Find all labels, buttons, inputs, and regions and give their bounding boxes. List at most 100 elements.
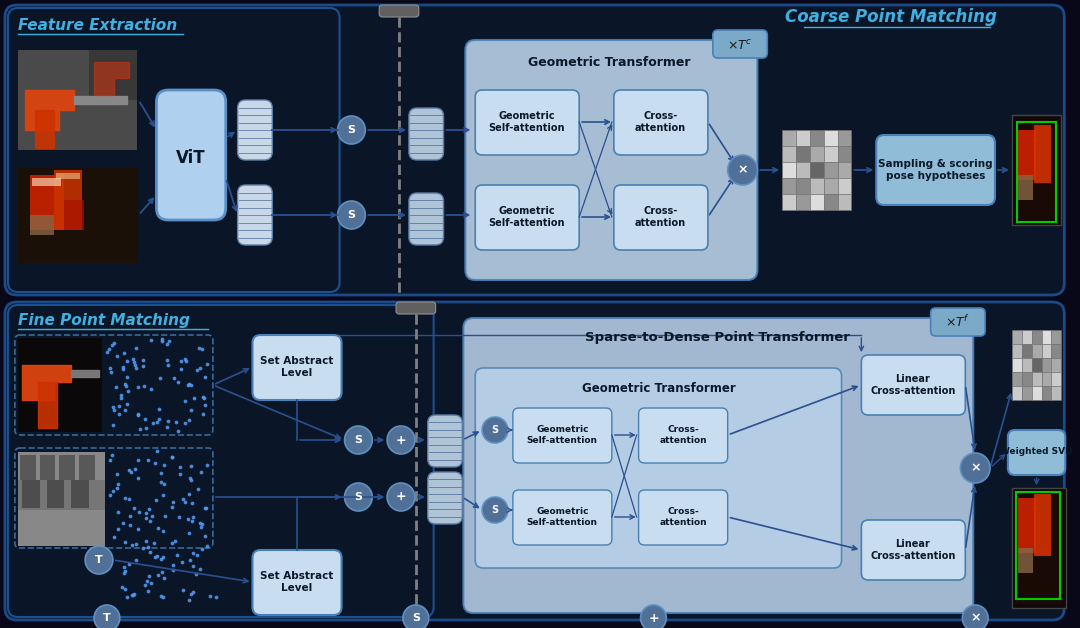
Text: S: S bbox=[348, 210, 355, 220]
Point bbox=[120, 386, 137, 396]
Polygon shape bbox=[25, 90, 75, 130]
Point bbox=[197, 372, 214, 382]
Point bbox=[176, 497, 193, 507]
Bar bbox=[1012, 386, 1022, 400]
Bar bbox=[796, 162, 810, 178]
Bar bbox=[1012, 330, 1022, 344]
Bar bbox=[824, 178, 838, 194]
Bar bbox=[1052, 330, 1062, 344]
FancyBboxPatch shape bbox=[862, 355, 966, 415]
Point bbox=[146, 551, 163, 561]
Point bbox=[134, 361, 151, 371]
Point bbox=[105, 532, 122, 542]
Text: S: S bbox=[411, 613, 420, 623]
Bar bbox=[1012, 488, 1066, 608]
Point bbox=[197, 400, 214, 410]
Point bbox=[193, 344, 211, 354]
Bar bbox=[18, 452, 105, 546]
Point bbox=[207, 592, 225, 602]
Point bbox=[108, 483, 125, 493]
Point bbox=[193, 519, 211, 529]
Point bbox=[113, 582, 131, 592]
Text: ×: × bbox=[970, 612, 981, 624]
Point bbox=[105, 420, 122, 430]
Point bbox=[192, 467, 210, 477]
Point bbox=[148, 417, 165, 427]
Point bbox=[174, 557, 191, 567]
Point bbox=[130, 524, 147, 534]
Bar bbox=[79, 455, 95, 480]
Point bbox=[195, 392, 213, 403]
Point bbox=[127, 343, 145, 353]
Point bbox=[180, 489, 198, 499]
Bar bbox=[838, 162, 851, 178]
Text: Coarse Point Matching: Coarse Point Matching bbox=[785, 8, 997, 26]
Bar bbox=[1017, 175, 1032, 200]
Point bbox=[176, 396, 193, 406]
Point bbox=[154, 552, 172, 562]
Point bbox=[167, 417, 185, 427]
Point bbox=[114, 364, 132, 374]
Point bbox=[123, 590, 140, 600]
Text: Geometric
Self-attention: Geometric Self-attention bbox=[527, 425, 598, 445]
Text: T: T bbox=[103, 613, 111, 623]
Bar bbox=[1041, 330, 1052, 344]
Point bbox=[141, 335, 159, 345]
Text: Set Abstract
Level: Set Abstract Level bbox=[260, 356, 334, 378]
Point bbox=[194, 409, 212, 419]
FancyBboxPatch shape bbox=[862, 520, 966, 580]
FancyBboxPatch shape bbox=[238, 185, 272, 245]
Circle shape bbox=[345, 426, 373, 454]
Bar bbox=[1052, 386, 1062, 400]
Point bbox=[121, 520, 138, 530]
Point bbox=[110, 401, 127, 411]
Point bbox=[130, 455, 147, 465]
Point bbox=[123, 539, 140, 550]
Point bbox=[121, 511, 138, 521]
Point bbox=[141, 547, 159, 557]
FancyBboxPatch shape bbox=[465, 40, 757, 280]
Point bbox=[174, 585, 191, 595]
Text: Cross-
attention: Cross- attention bbox=[635, 206, 686, 228]
Point bbox=[185, 548, 202, 558]
Point bbox=[147, 458, 164, 468]
Circle shape bbox=[345, 483, 373, 511]
Point bbox=[159, 416, 176, 426]
FancyBboxPatch shape bbox=[253, 335, 341, 400]
Point bbox=[154, 573, 172, 583]
Point bbox=[129, 382, 146, 392]
Bar bbox=[22, 480, 40, 508]
Point bbox=[176, 418, 193, 428]
Bar bbox=[810, 178, 824, 194]
FancyBboxPatch shape bbox=[513, 408, 612, 463]
Bar bbox=[30, 215, 54, 235]
Point bbox=[126, 360, 144, 370]
Text: S: S bbox=[354, 492, 363, 502]
Bar bbox=[838, 178, 851, 194]
Point bbox=[193, 544, 211, 554]
Bar bbox=[1031, 358, 1041, 372]
Bar bbox=[1022, 386, 1031, 400]
Text: +: + bbox=[395, 433, 406, 447]
Text: T: T bbox=[95, 555, 103, 565]
Point bbox=[129, 409, 146, 419]
Point bbox=[143, 384, 160, 394]
Point bbox=[119, 592, 136, 602]
Text: Sparse-to-Dense Point Transformer: Sparse-to-Dense Point Transformer bbox=[585, 332, 850, 345]
Point bbox=[127, 362, 145, 372]
Point bbox=[139, 587, 157, 597]
FancyBboxPatch shape bbox=[475, 368, 841, 568]
Circle shape bbox=[640, 605, 666, 628]
Text: Feature Extraction: Feature Extraction bbox=[18, 18, 177, 33]
Point bbox=[121, 494, 138, 504]
Point bbox=[154, 592, 172, 602]
FancyBboxPatch shape bbox=[513, 490, 612, 545]
Bar bbox=[838, 130, 851, 146]
Bar bbox=[1016, 120, 1057, 220]
Text: S: S bbox=[491, 425, 499, 435]
Point bbox=[152, 468, 170, 478]
Point bbox=[150, 570, 167, 580]
FancyBboxPatch shape bbox=[379, 5, 419, 17]
Polygon shape bbox=[75, 96, 126, 104]
Point bbox=[160, 336, 177, 346]
